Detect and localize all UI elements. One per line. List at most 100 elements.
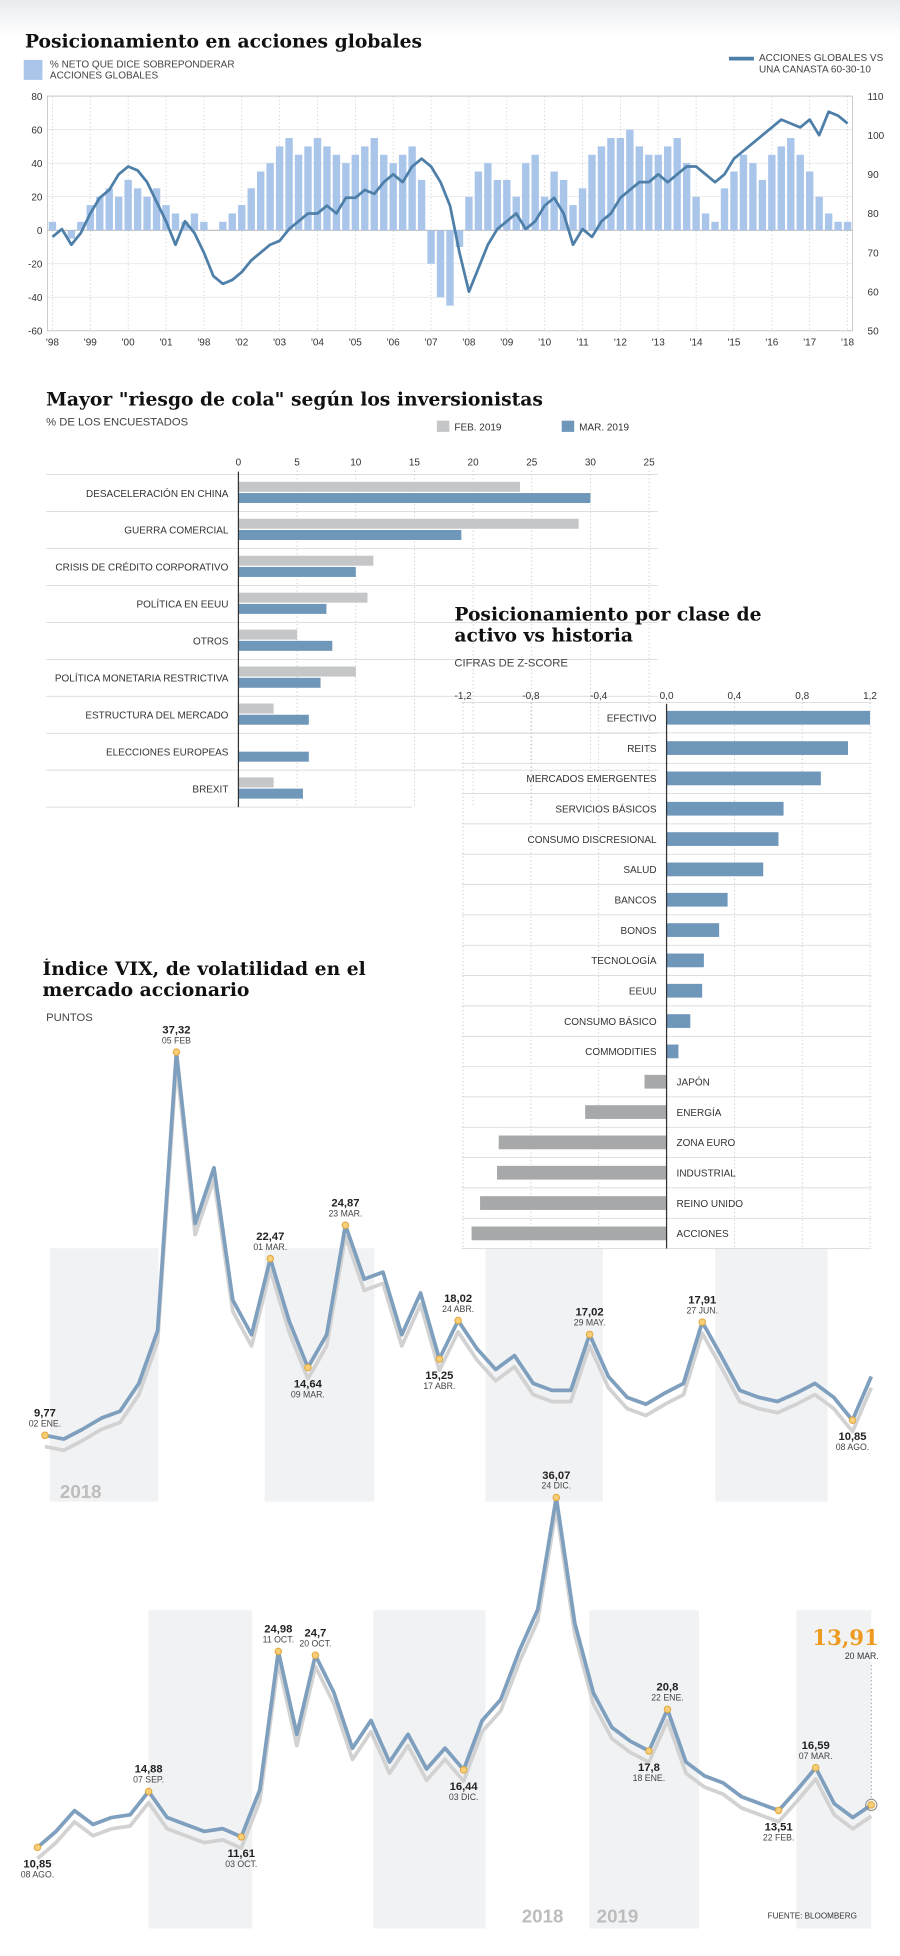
bar [238,603,327,614]
point [552,1493,561,1502]
x-tick-label: 1,2 [863,691,877,702]
bar [471,1226,667,1241]
date-label: 29 MAY. [574,1318,606,1328]
legend-label-text: % NETO QUE DICE SOBREPONDERAR ACCIONES G… [49,58,235,82]
bar [815,196,823,231]
category-label: ACCIONES [677,1229,729,1240]
bar [238,481,521,492]
x-tick-label: '01 [160,338,173,349]
x-tick-label: '08 [462,338,475,349]
date-label: 11 OCT. [263,1635,294,1645]
bar [455,230,464,247]
category-label: SERVICIOS BÁSICOS [555,804,657,815]
point [585,1330,594,1339]
bar [559,179,568,231]
bar [664,146,672,231]
chart-title: Posicionamiento en acciones globales [25,30,422,52]
value-label: 20,8 [657,1682,679,1694]
value-label: 24,87 [331,1198,359,1210]
bar [446,230,454,306]
x-tick-label: 0,8 [795,691,809,702]
bar [588,154,596,231]
point [698,1318,707,1326]
x-tick-label: '02 [235,338,248,349]
bar [843,221,852,231]
date-label: 17 ABR. [423,1381,455,1391]
date-label: 02 ENE. [29,1419,61,1429]
month-band [148,1610,253,1929]
bar [666,1044,679,1059]
value-label: 17,91 [688,1294,716,1306]
y-tick-label: -60 [28,327,43,338]
bar [48,221,57,231]
value-label: 36,07 [542,1470,570,1482]
point [867,1801,876,1809]
bar [133,188,142,231]
date-label: 05 FEB [162,1035,191,1045]
value-label: 9,77 [34,1408,56,1420]
x-tick-label: '98 [46,338,59,349]
bar [493,179,502,231]
x-tick-label: 30 [585,458,597,469]
bar [380,154,388,231]
date-label: 24 ABR. [442,1304,474,1314]
date-label: 18 ENE. [633,1773,665,1783]
bar [585,1105,667,1119]
bar [238,788,303,799]
bar [266,163,274,231]
x-tick-label: 25 [526,458,538,469]
bar [480,1196,667,1210]
bar [730,171,738,231]
header-band [0,0,900,38]
source: FUENTE: BLOOMBERG [768,1912,857,1921]
bar [768,154,776,231]
category-label: POLÍTICA MONETARIA RESTRICTIVA [55,674,229,685]
date-label: 20 MAR. [845,1651,879,1661]
bar [96,196,104,231]
category-label: ENERGÍA [677,1108,722,1119]
bar [238,677,321,688]
bar [171,213,180,231]
category-label: ZONA EURO [677,1138,736,1149]
legend-swatch [436,420,450,432]
value-label: 14,64 [294,1379,323,1391]
bar [238,555,374,566]
bar [351,154,360,231]
value-label: 24,98 [264,1624,292,1636]
bar [304,146,312,231]
bar [408,146,416,231]
x-tick-label: '18 [841,338,854,349]
bar [550,171,558,231]
category-label: COMMODITIES [585,1047,657,1058]
x-tick-label: '00 [122,338,135,349]
bar [86,205,94,231]
bar [436,230,445,298]
x-tick-label: '06 [387,338,400,349]
value-label: 10,85 [838,1431,866,1443]
value-label: 37,32 [162,1024,190,1036]
x-tick-label: '12 [614,338,627,349]
bar [701,213,710,231]
x-tick-label: 20 [468,458,480,469]
bar [711,221,719,231]
x-tick-label: '98 [197,338,210,349]
date-label: 22 FEB. [763,1832,795,1842]
point [172,1048,181,1056]
x-tick-label: 5 [294,458,300,469]
y-tick-label: 20 [31,192,43,203]
category-label: MERCADOS EMERGENTES [526,774,657,785]
bar [834,221,842,231]
x-tick-label: '16 [765,338,778,349]
bar [616,138,625,231]
bar [692,196,700,231]
point [304,1363,312,1372]
y-tick-label: -20 [28,259,43,270]
legend-swatch [23,59,43,80]
point [33,1843,42,1852]
bar [666,983,703,998]
bar [569,205,577,231]
value-label: 13,51 [765,1821,793,1833]
x-tick-label: '15 [727,338,740,349]
point [311,1651,320,1659]
line [36,1495,873,1849]
